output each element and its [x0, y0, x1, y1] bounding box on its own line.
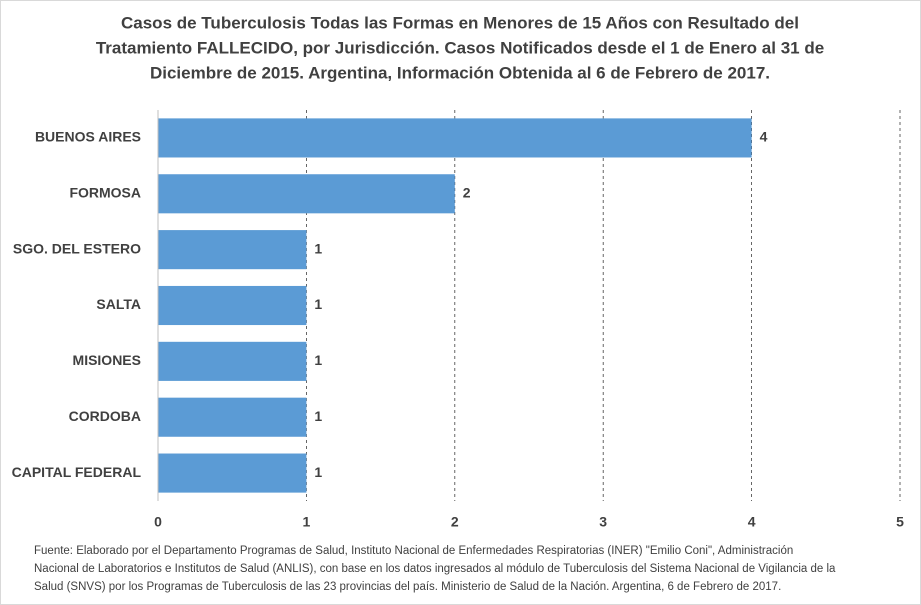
- data-label: 2: [463, 184, 471, 200]
- bar: [158, 230, 307, 270]
- x-tick-label: 1: [303, 514, 311, 530]
- bar: [158, 285, 307, 326]
- source-note: Salud (SNVS) por los Programas de Tuberc…: [34, 581, 781, 593]
- data-label: 1: [314, 464, 322, 480]
- y-tick-label: CORDOBA: [69, 408, 141, 424]
- source-note: Fuente: Elaborado por el Departamento Pr…: [34, 545, 793, 557]
- y-tick-label: BUENOS AIRES: [35, 129, 141, 145]
- bar: [158, 397, 307, 437]
- data-label: 1: [314, 240, 322, 256]
- y-tick-label: SALTA: [96, 296, 141, 312]
- bar: [158, 453, 307, 493]
- bar: [158, 174, 455, 214]
- bar: [158, 118, 752, 158]
- chart-title: Casos de Tuberculosis Todas las Formas e…: [121, 13, 799, 32]
- y-tick-label: CAPITAL FEDERAL: [12, 464, 142, 480]
- data-label: 4: [760, 129, 768, 145]
- x-tick-label: 0: [154, 514, 162, 530]
- source-note: Nacional de Laboratorios e Institutos de…: [34, 563, 836, 575]
- data-label: 1: [314, 296, 322, 312]
- y-tick-label: FORMOSA: [69, 184, 141, 200]
- chart-title: Diciembre de 2015. Argentina, Informació…: [150, 63, 770, 82]
- data-label: 1: [314, 408, 322, 424]
- y-tick-label: SGO. DEL ESTERO: [13, 240, 141, 256]
- x-tick-label: 5: [896, 514, 904, 530]
- data-label: 1: [314, 352, 322, 368]
- x-tick-label: 4: [748, 514, 756, 530]
- y-tick-label: MISIONES: [73, 352, 141, 368]
- bar: [158, 341, 307, 381]
- x-tick-label: 2: [451, 514, 459, 530]
- chart-title: Tratamiento FALLECIDO, por Jurisdicción.…: [96, 38, 824, 57]
- x-tick-label: 3: [599, 514, 607, 530]
